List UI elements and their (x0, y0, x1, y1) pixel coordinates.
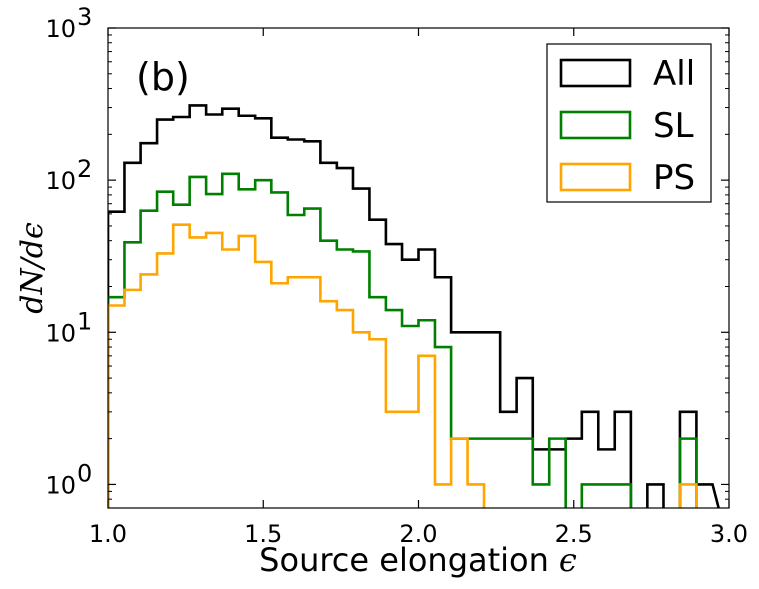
y-tick-label: 10 (45, 319, 76, 347)
x-axis-title-text: Source elongation (259, 541, 549, 579)
y-tick-label: 10 (45, 15, 76, 43)
series-sl (108, 172, 698, 508)
x-tick-label: 2.0 (399, 520, 437, 548)
legend-label-ps: PS (653, 158, 695, 198)
series-line-all (108, 104, 720, 508)
legend-label-sl: SL (653, 106, 694, 146)
series-line-ps (108, 223, 698, 508)
y-tick-label: 10 (45, 471, 76, 499)
legend-label-all: All (653, 54, 695, 94)
y-tick-label: 10 (45, 167, 76, 195)
legend-swatch-all (559, 58, 632, 88)
y-tick-exponent: 1 (77, 307, 92, 335)
x-axis-title: Source elongation ϵ (259, 541, 577, 579)
x-axis-title-symbol: ϵ (559, 541, 577, 579)
y-axis-title: dN/dϵ (15, 222, 50, 314)
y-tick-exponent: 2 (77, 155, 92, 183)
legend-entries: All SL PS (559, 54, 695, 198)
x-tick-label: 1.0 (89, 520, 127, 548)
series-all (108, 104, 720, 508)
series-line-sl (108, 172, 698, 508)
series-layer (108, 104, 720, 508)
x-tick-label: 1.5 (244, 520, 282, 548)
y-tick-exponent: 0 (77, 459, 92, 487)
x-tick-label: 3.0 (710, 520, 748, 548)
series-ps (108, 223, 698, 508)
legend-swatch-sl (559, 110, 632, 140)
legend-swatch-ps (559, 162, 632, 192)
y-tick-exponent: 3 (77, 3, 92, 31)
panel-label: (b) (136, 55, 190, 99)
x-tick-label: 2.5 (555, 520, 593, 548)
legend: All SL PS (546, 43, 712, 203)
